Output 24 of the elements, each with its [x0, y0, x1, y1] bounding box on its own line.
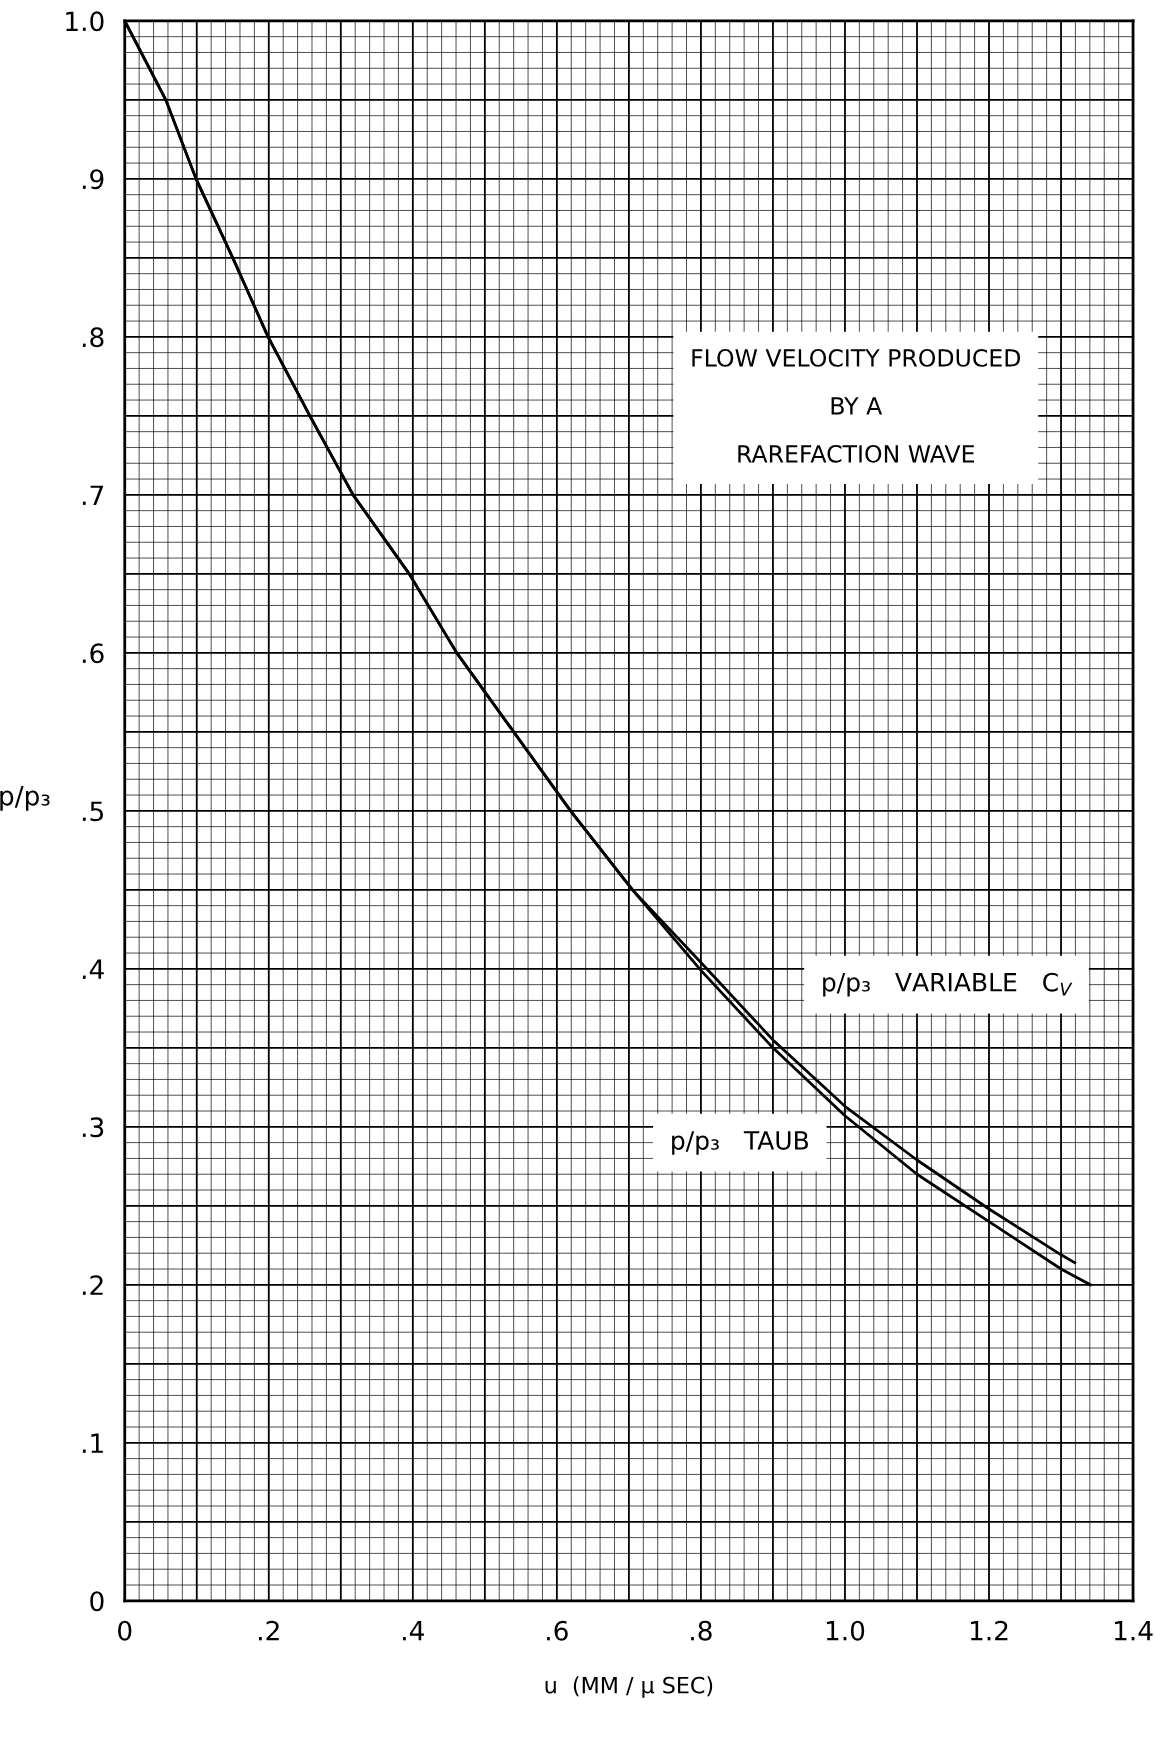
annotation: p/p₃ VARIABLE C$_{V}$	[823, 972, 1073, 997]
y-tick-label: .4	[82, 959, 104, 979]
chart-title: FLOW VELOCITY PRODUCED BY A RAREFACTION WAVE	[692, 348, 1021, 463]
x-axis-title: u (MM / μ SEC)	[545, 1676, 713, 1698]
x-tick-label: .4	[403, 1621, 424, 1641]
x-tick-label: 1.4	[1114, 1621, 1153, 1641]
annotation: p/p₃ TAUB	[672, 1131, 808, 1155]
y-tick-label: .1	[82, 1433, 103, 1453]
y-tick-label: .3	[82, 1117, 104, 1138]
x-tick-label: 1.0	[826, 1620, 865, 1641]
y-tick-label: .5	[82, 801, 103, 822]
y-tick-label: .8	[82, 327, 104, 348]
y-tick-label: 1.0	[66, 11, 104, 32]
x-tick-label: 0	[118, 1620, 132, 1641]
x-tick-label: .6	[547, 1620, 568, 1641]
y-tick-label: .9	[82, 169, 104, 190]
x-tick-label: .8	[691, 1620, 712, 1641]
y-tick-label: .7	[82, 485, 104, 505]
y-tick-label: .6	[82, 643, 104, 664]
x-tick-label: .2	[259, 1620, 279, 1641]
y-tick-label: .2	[82, 1275, 103, 1295]
y-tick-label: 0	[90, 1591, 104, 1612]
y-axis-title: p/p₃	[0, 786, 50, 811]
x-tick-label: 1.2	[970, 1620, 1008, 1641]
